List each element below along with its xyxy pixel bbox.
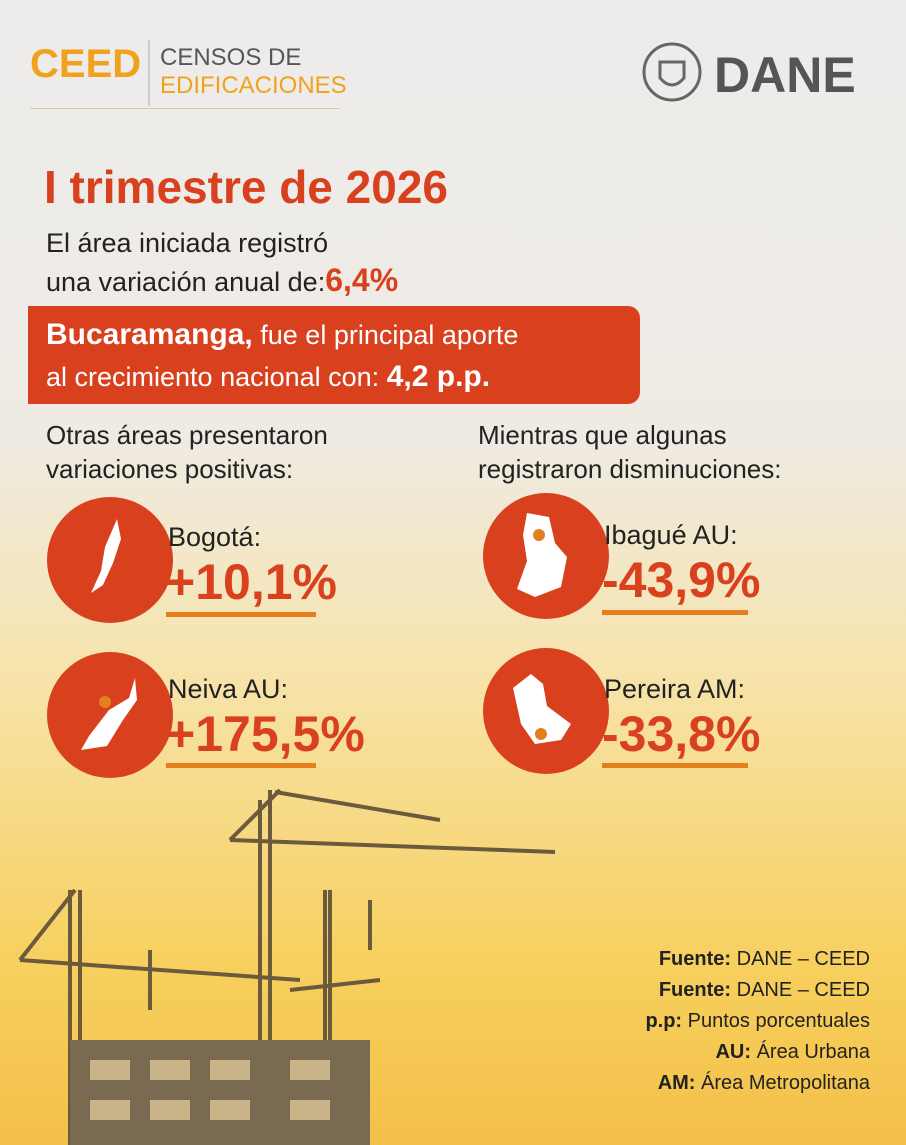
note-text: DANE – CEED — [736, 948, 870, 970]
note: AM: Área Metropolitana — [658, 1072, 870, 1095]
title: I trimestre de 2026 — [44, 161, 449, 213]
intro-value: 6,4% — [325, 262, 399, 298]
area-value: -43,9% — [602, 552, 761, 608]
map-icon — [47, 497, 173, 623]
area-name: Ibagué AU: — [604, 520, 738, 550]
intro-text: una variación anual de: — [46, 267, 326, 297]
section-heading: variaciones positivas: — [46, 454, 294, 484]
logo-subtitle: CENSOS DE — [160, 44, 302, 71]
divider — [148, 40, 150, 106]
underline — [602, 763, 748, 768]
highlight-text: fue el principal aporte — [260, 320, 519, 350]
underline — [166, 763, 316, 768]
note-label: Fuente: — [658, 948, 732, 970]
section-heading: Mientras que algunas — [478, 420, 727, 450]
area-name: Bogotá: — [168, 522, 262, 552]
note: Fuente: DANE – CEED — [659, 979, 870, 1002]
highlight-value: 4,2 p.p. — [386, 360, 491, 393]
intro-text: El área iniciada registró — [46, 228, 329, 258]
note: p.p: Puntos porcentuales — [645, 1010, 870, 1033]
note-label: Fuente: — [658, 979, 732, 1001]
note-text: Área Metropolitana — [701, 1072, 870, 1094]
map-icon — [47, 652, 173, 778]
highlight-text: al crecimiento nacional con: 4,2 p.p. — [46, 360, 490, 394]
map-icon — [483, 648, 609, 774]
area-name: Neiva AU: — [168, 674, 289, 704]
section-heading: registraron disminuciones: — [478, 454, 782, 484]
note: Fuente: DANE – CEED — [659, 948, 870, 971]
note-label: p.p: — [645, 1010, 683, 1032]
map-icon — [483, 493, 609, 619]
note-label: AM: — [657, 1072, 696, 1094]
highlight-text: Bucaramanga, fue el principal aporte — [46, 318, 518, 352]
logo-subtitle: EDIFICACIONES — [160, 72, 347, 99]
note-text: Puntos porcentuales — [687, 1010, 870, 1032]
note: AU: Área Urbana — [715, 1041, 870, 1064]
highlight-city: Bucaramanga, — [46, 318, 253, 351]
note-label: AU: — [715, 1041, 752, 1063]
section-heading: Otras áreas presentaron — [46, 420, 328, 450]
divider — [30, 108, 340, 109]
area-value: +10,1% — [166, 554, 337, 610]
area-name: Pereira AM: — [604, 674, 746, 704]
logo: CEED — [30, 42, 142, 86]
highlight-bar — [28, 306, 640, 404]
emblem — [642, 42, 702, 102]
underline — [602, 610, 748, 615]
intro-text: una variación anual de:6,4% — [46, 262, 398, 299]
brand: DANE — [714, 47, 856, 103]
area-value: +175,5% — [166, 706, 365, 762]
underline — [166, 612, 316, 617]
note-text: Área Urbana — [756, 1041, 870, 1063]
cranes-illustration — [18, 788, 556, 1145]
area-value: -33,8% — [602, 706, 761, 762]
highlight-text: al crecimiento nacional con: — [46, 362, 380, 392]
note-text: DANE – CEED — [736, 979, 870, 1001]
